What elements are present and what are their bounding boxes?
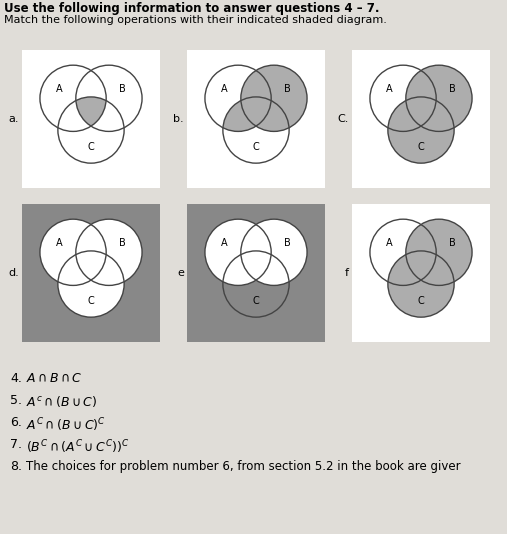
Text: C: C — [88, 142, 94, 152]
Text: B: B — [449, 84, 456, 93]
Text: The choices for problem number 6, from section 5.2 in the book are giver: The choices for problem number 6, from s… — [26, 460, 461, 473]
Text: A: A — [386, 238, 392, 248]
Text: $A^C \cap (B \cup C)^C$: $A^C \cap (B \cup C)^C$ — [26, 416, 106, 434]
Text: B: B — [284, 84, 291, 93]
Text: a.: a. — [9, 114, 19, 124]
Text: Use the following information to answer questions 4 – 7.: Use the following information to answer … — [4, 2, 380, 15]
Text: B: B — [449, 238, 456, 248]
Text: 8.: 8. — [10, 460, 22, 473]
Text: $(B^C \cap (A^C \cup C^C))^C$: $(B^C \cap (A^C \cup C^C))^C$ — [26, 438, 129, 456]
Text: 5.: 5. — [10, 394, 22, 407]
Text: $A \cap B \cap C$: $A \cap B \cap C$ — [26, 372, 83, 385]
Text: b.: b. — [173, 114, 184, 124]
Text: C: C — [418, 296, 424, 305]
Text: C: C — [88, 296, 94, 305]
Text: 6.: 6. — [10, 416, 22, 429]
Text: 7.: 7. — [10, 438, 22, 451]
Text: A: A — [56, 84, 62, 93]
Text: Match the following operations with their indicated shaded diagram.: Match the following operations with thei… — [4, 15, 387, 25]
Text: C: C — [252, 142, 260, 152]
Text: f: f — [345, 268, 349, 278]
Text: B: B — [119, 84, 126, 93]
Text: d.: d. — [8, 268, 19, 278]
Text: A: A — [386, 84, 392, 93]
Text: B: B — [119, 238, 126, 248]
Text: C: C — [418, 142, 424, 152]
Text: A: A — [221, 238, 228, 248]
Text: C: C — [252, 296, 260, 305]
Text: B: B — [284, 238, 291, 248]
Text: $A^c \cap (B \cup C)$: $A^c \cap (B \cup C)$ — [26, 394, 97, 409]
Text: e: e — [177, 268, 184, 278]
Text: 4.: 4. — [10, 372, 22, 385]
Text: C.: C. — [338, 114, 349, 124]
Text: A: A — [221, 84, 228, 93]
Text: A: A — [56, 238, 62, 248]
